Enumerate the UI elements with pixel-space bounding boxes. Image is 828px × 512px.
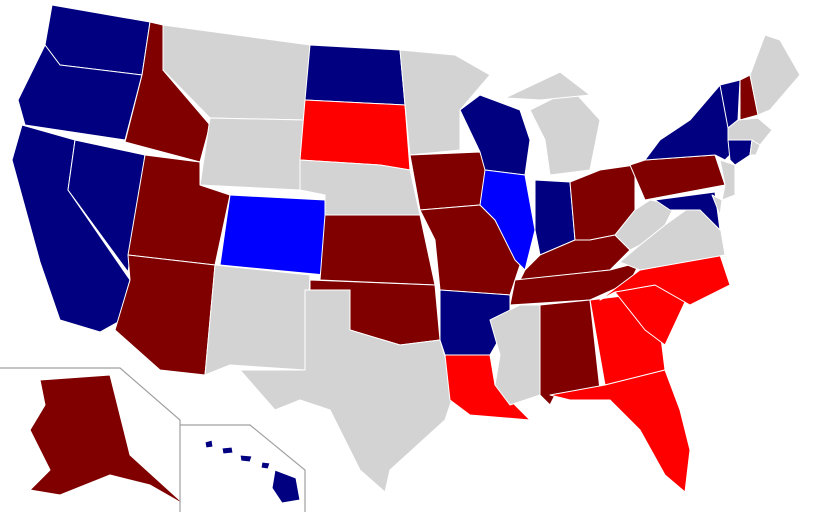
state-co — [219, 194, 326, 276]
state-hi — [239, 454, 253, 463]
states-layer — [11, 4, 801, 506]
state-wy — [199, 117, 306, 191]
state-hi — [221, 446, 234, 455]
state-de — [711, 194, 723, 216]
state-ny — [644, 84, 736, 161]
alaska-inset-border — [0, 367, 181, 512]
state-wa — [44, 4, 151, 76]
state-tx — [239, 289, 456, 493]
state-ms — [489, 304, 541, 406]
state-mi — [504, 71, 591, 101]
state-ri — [749, 139, 761, 156]
state-sd — [299, 99, 411, 171]
state-pa — [629, 154, 726, 201]
state-mn — [399, 49, 491, 156]
state-nm — [204, 264, 311, 376]
hawaii-inset-border — [180, 424, 306, 512]
state-fl — [549, 369, 691, 493]
state-il — [479, 169, 536, 271]
state-nv — [67, 139, 146, 273]
state-hi — [204, 439, 214, 449]
state-me — [749, 34, 801, 116]
state-ct — [727, 139, 753, 166]
state-ks — [319, 214, 436, 286]
state-az — [114, 254, 216, 376]
state-hi — [260, 461, 271, 470]
state-wi — [459, 94, 531, 176]
state-md — [654, 191, 721, 231]
state-nd — [304, 44, 406, 106]
state-wv — [614, 199, 676, 251]
state-ak — [29, 374, 186, 506]
state-hi — [271, 469, 301, 504]
state-nj — [719, 159, 736, 201]
